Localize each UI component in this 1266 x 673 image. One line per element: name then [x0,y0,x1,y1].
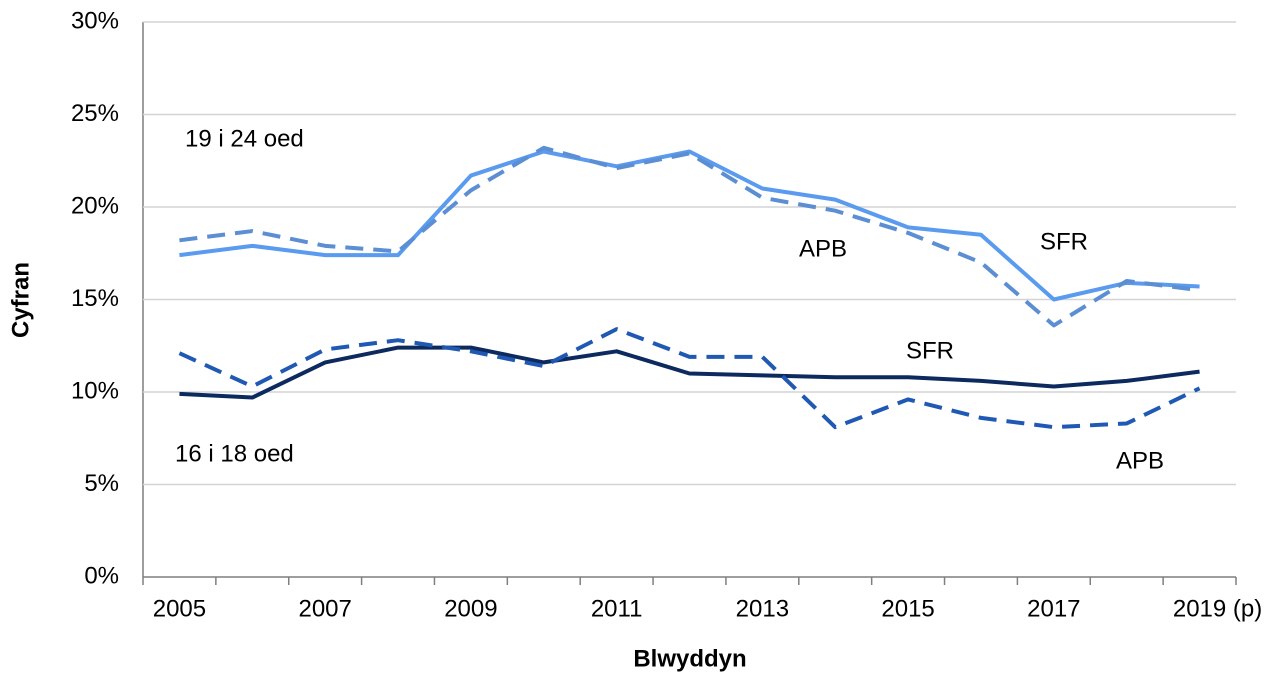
x-tick-label: 2017 [1027,595,1080,622]
y-tick-label: 30% [71,7,119,34]
annotation: APB [1116,447,1164,474]
x-tick-label: 2005 [153,595,206,622]
y-tick-label: 20% [71,192,119,219]
annotation: SFR [906,337,954,364]
x-tick-label: 2013 [736,595,789,622]
y-tick-label: 15% [71,285,119,312]
series-line [179,345,1200,400]
y-tick-label: 5% [84,470,119,497]
annotation: APB [799,235,847,262]
y-tick-label: 0% [84,562,119,589]
series-line [179,145,1200,328]
y-tick-label: 25% [71,100,119,127]
x-tick-label: 2011 [591,595,643,622]
x-axis-title: Blwyddyn [633,645,746,672]
series-line [179,149,1200,302]
x-tick-label: 2019 (p) [1173,595,1262,622]
series-line [178,327,1201,430]
annotation: 16 i 18 oed [175,440,294,467]
x-tick-label: 2009 [444,595,497,622]
annotation: SFR [1040,228,1088,255]
x-tick-label: 2015 [881,595,934,622]
annotation: 19 i 24 oed [185,125,304,152]
y-tick-label: 10% [71,377,119,404]
x-tick-label: 2007 [298,595,351,622]
y-axis-title: Cyfran [7,262,34,338]
